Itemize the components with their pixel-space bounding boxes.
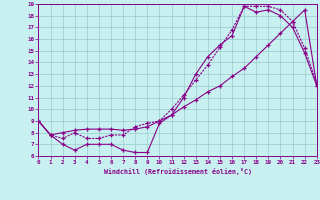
X-axis label: Windchill (Refroidissement éolien,°C): Windchill (Refroidissement éolien,°C) [104, 168, 252, 175]
